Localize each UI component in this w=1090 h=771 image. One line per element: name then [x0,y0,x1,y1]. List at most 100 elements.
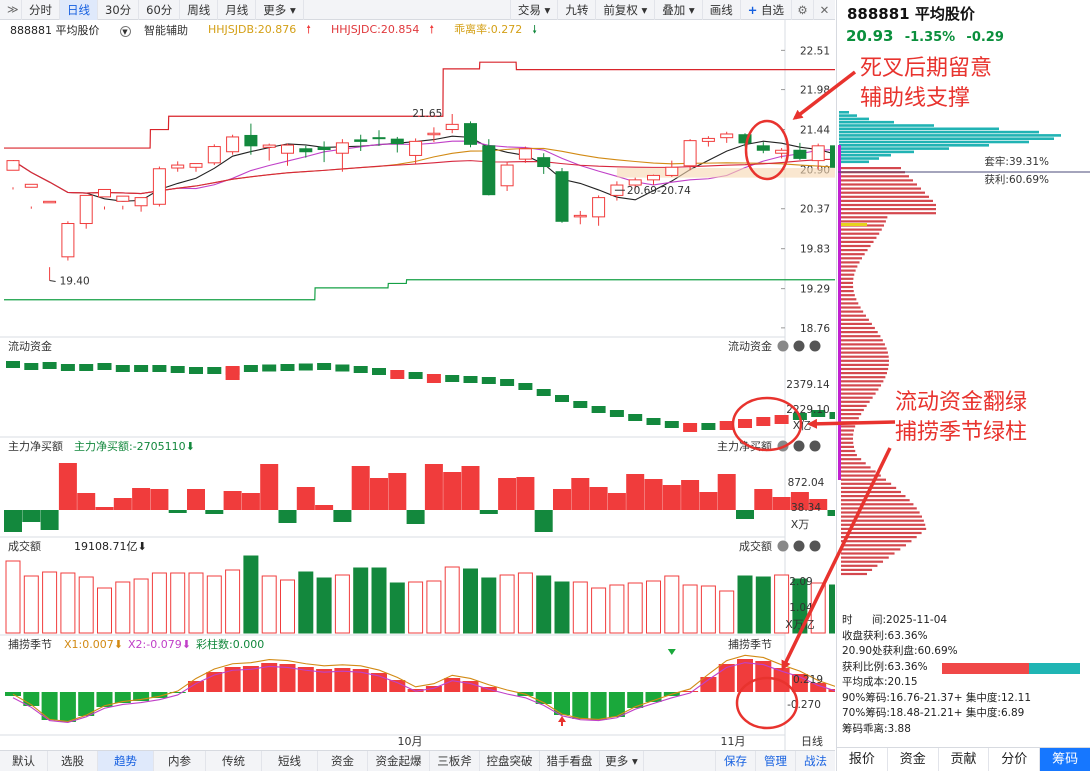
chip-bar-profit [841,454,857,457]
manage-button[interactable]: 管理 [755,751,795,771]
turnover-bar [115,581,131,634]
season-bar [334,668,351,692]
tab-capital[interactable]: 资金 [318,751,368,771]
net-bar [644,479,663,510]
rp-change: -0.29 [966,30,1004,45]
period-tab-daily[interactable]: 日线 [60,0,98,20]
flow-bar [573,401,588,408]
rp-tab-quote[interactable]: 报价 [837,748,888,771]
rp-tab-capital[interactable]: 资金 [888,748,939,771]
flow-bar [42,362,57,369]
tab-insider[interactable]: 内参 [154,751,206,771]
turnover-bar [225,569,241,634]
tab-hunter[interactable]: 猎手看盘 [540,751,600,771]
arrow-down-icon: 🠗 [532,22,538,36]
candle-body [427,132,441,136]
chip-bar-profit [841,511,920,514]
period-more-dropdown[interactable]: 更多 ▾ [256,0,304,20]
collapse-icon[interactable]: ≫ [0,0,22,20]
tab-more[interactable]: 更多 ▾ [600,751,644,771]
net-bar [187,489,205,510]
chip-bar-profit [841,495,906,498]
chip-bar-profit [841,179,913,182]
tab-trend[interactable]: 趋势 [98,751,154,771]
rp-tab-contribution[interactable]: 贡献 [939,748,990,771]
nine-turn-button[interactable]: 九转 [557,0,595,20]
overlay-dropdown[interactable]: 叠加 ▾ [654,0,701,20]
chip-bar-profit [841,236,877,239]
period-tab-30m[interactable]: 30分 [98,0,140,20]
save-button[interactable]: 保存 [715,751,755,771]
candle-body [793,149,807,159]
low-label: 19.40 [60,276,90,288]
flow-bar [207,367,222,374]
flow-bar [719,421,734,430]
period-tab-60m[interactable]: 60分 [139,0,181,20]
rp-tab-price-dist[interactable]: 分价 [989,748,1041,771]
y-tick-label: 21.98 [800,85,830,97]
period-tab-minute[interactable]: 分时 [22,0,60,20]
trade-dropdown[interactable]: 交易 ▾ [509,0,557,20]
rp-tab-chips[interactable]: 筹码 [1040,748,1090,771]
net-bar [498,478,517,510]
season-right-label: 捕捞季节 [728,637,772,651]
chip-bar-profit [841,523,926,526]
flow-title: 流动资金 [8,339,52,353]
chip-bar-trapped [839,147,949,150]
tab-three-axe[interactable]: 三板斧 [430,751,480,771]
tab-capital-boom[interactable]: 资金起爆 [368,751,430,771]
period-tab-weekly[interactable]: 周线 [180,0,219,20]
chevron-down-icon: ▾ [688,3,695,17]
smart-assist-toggle[interactable]: ▼ 智能辅助 [110,22,188,38]
flow-unit: X亿 [793,419,812,432]
chip-bar-profit [841,290,854,293]
tab-default[interactable]: 默认 [0,751,48,771]
strategy-button[interactable]: 战法 [795,751,835,771]
ma5-line [12,135,835,202]
flow-bar [756,417,771,426]
chip-bar-profit [841,363,889,366]
candle-body [335,142,349,154]
season-bar [279,664,296,692]
close-icon[interactable]: ✕ [813,0,835,20]
turnover-bar [206,575,222,634]
chip-bar-profit [841,540,912,543]
trade-label: 交易 [517,3,541,17]
chip-bar-profit [841,470,876,473]
tab-traditional[interactable]: 传统 [206,751,262,771]
chip-bar-profit [841,216,888,219]
chip-bar-profit [841,527,927,530]
turnover-title: 成交额 [8,539,41,553]
net-bar [278,510,297,523]
draw-line-button[interactable]: 画线 [701,0,740,20]
candle-body [811,145,825,162]
turnover-bar [737,575,753,634]
chip-bar-profit [841,253,865,256]
chip-bar-profit [841,183,917,186]
flow-bar [317,363,332,370]
net-bar [370,478,388,510]
flow-bar [97,363,112,370]
turnover-bar [408,581,424,634]
chip-distribution: 套牢:39.31% 获利:60.69% [838,111,1090,576]
chip-bar-profit [841,433,854,436]
period-tab-monthly[interactable]: 月线 [218,0,257,20]
turnover-bar [682,584,698,634]
net-bar [40,510,59,530]
chip-bar-profit [841,199,933,202]
y-tick-label: 19.29 [800,284,830,296]
rp-info: 时 间:2025-11-04 收盘获利:63.36% 20.90处获利盘:60.6… [842,613,1087,737]
gear-icon[interactable]: ⚙ [791,0,813,20]
tab-stock-pick[interactable]: 选股 [48,751,98,771]
chip-bar-profit [841,466,871,469]
chip-bar-profit [841,302,859,305]
watchlist-button[interactable]: + 自选 [739,0,791,20]
plus-icon: + [747,3,758,17]
season-up-arrow-icon [558,716,566,726]
y-tick-label: 21.44 [800,125,830,137]
tab-control-break[interactable]: 控盘突破 [480,751,540,771]
candle-body [464,123,477,145]
tab-short-term[interactable]: 短线 [262,751,318,771]
candle-body [317,146,331,151]
adjust-dropdown[interactable]: 前复权 ▾ [595,0,654,20]
